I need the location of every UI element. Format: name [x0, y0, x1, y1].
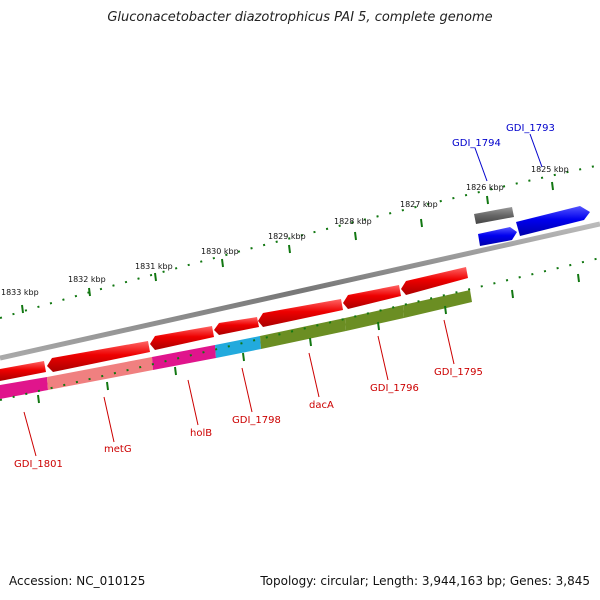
cds-metg[interactable] — [47, 341, 150, 372]
band-gdi-1795 — [403, 290, 472, 318]
gene-gdi-1794-grey[interactable] — [474, 207, 514, 224]
inner-tick-2 — [106, 381, 109, 391]
tick-1830 — [221, 258, 224, 268]
inner-tick-3 — [174, 366, 177, 376]
label-gdi-1798: GDI_1798 — [232, 415, 281, 426]
cds-gdi-1801[interactable] — [0, 361, 46, 381]
tick-label-1830: 1830 kbp — [201, 247, 239, 256]
reverse-leader-lines — [23, 319, 455, 457]
inner-tick-5 — [309, 337, 312, 347]
label-gdi-1795: GDI_1795 — [434, 367, 483, 378]
label-gdi-1793: GDI_1793 — [506, 123, 555, 134]
label-gdi-1796: GDI_1796 — [370, 383, 419, 394]
band-gdi-1801 — [0, 377, 48, 399]
tick-1832 — [88, 287, 91, 297]
tick-1827 — [420, 218, 423, 228]
accession-text: Accession: NC_010125 — [9, 574, 146, 588]
cds-daca[interactable] — [258, 299, 343, 327]
inner-tick-1 — [37, 394, 40, 404]
reverse-cds-track — [0, 267, 468, 381]
cds-holb[interactable] — [150, 326, 214, 350]
tick-label-1831: 1831 kbp — [135, 262, 173, 271]
tick-1828 — [354, 231, 357, 241]
inner-tick-8 — [511, 289, 514, 299]
outer-tick-ring — [0, 164, 600, 319]
cds-gdi-1796[interactable] — [343, 285, 401, 309]
inner-tick-6 — [377, 321, 380, 331]
tick-label-1827: 1827 kbp — [400, 200, 438, 209]
label-metg: metG — [104, 444, 132, 455]
tick-label-1833: 1833 kbp — [1, 288, 39, 297]
gene-gdi-1793[interactable] — [516, 206, 590, 236]
inner-tick-ring — [0, 257, 600, 404]
tick-1826 — [486, 195, 489, 205]
inner-tick-4 — [242, 352, 245, 362]
map-title: Gluconacetobacter diazotrophicus PAI 5, … — [107, 10, 493, 25]
tick-1829 — [288, 244, 291, 254]
inner-tick-9 — [577, 273, 580, 283]
gene-gdi-1794[interactable] — [478, 227, 517, 246]
genome-backbone — [0, 221, 600, 361]
label-holb: holB — [190, 428, 212, 439]
tick-label-1832: 1832 kbp — [68, 275, 106, 284]
reverse-gene-band — [0, 290, 472, 399]
topology-text: Topology: circular; Length: 3,944,163 bp… — [260, 574, 590, 588]
cds-gdi-1795[interactable] — [401, 267, 468, 295]
inner-tick-7 — [444, 305, 447, 315]
band-holb — [152, 345, 216, 370]
cds-gdi-1798[interactable] — [214, 317, 259, 335]
label-daca: dacA — [309, 400, 334, 411]
forward-leader-lines — [474, 133, 543, 182]
tick-label-1825: 1825 kbp — [531, 165, 569, 174]
band-daca — [260, 318, 346, 349]
band-metg — [47, 357, 153, 390]
band-gdi-1796 — [345, 305, 404, 331]
tick-1833 — [21, 304, 24, 314]
tick-label-1826: 1826 kbp — [466, 183, 504, 192]
tick-label-1829: 1829 kbp — [268, 232, 306, 241]
tick-1831 — [154, 272, 157, 282]
tick-1825 — [551, 181, 554, 191]
label-gdi-1794: GDI_1794 — [452, 138, 501, 149]
label-gdi-1801: GDI_1801 — [14, 459, 63, 470]
band-gdi-1798 — [215, 336, 261, 358]
tick-label-1828: 1828 kbp — [334, 217, 372, 226]
forward-genes — [474, 206, 590, 246]
